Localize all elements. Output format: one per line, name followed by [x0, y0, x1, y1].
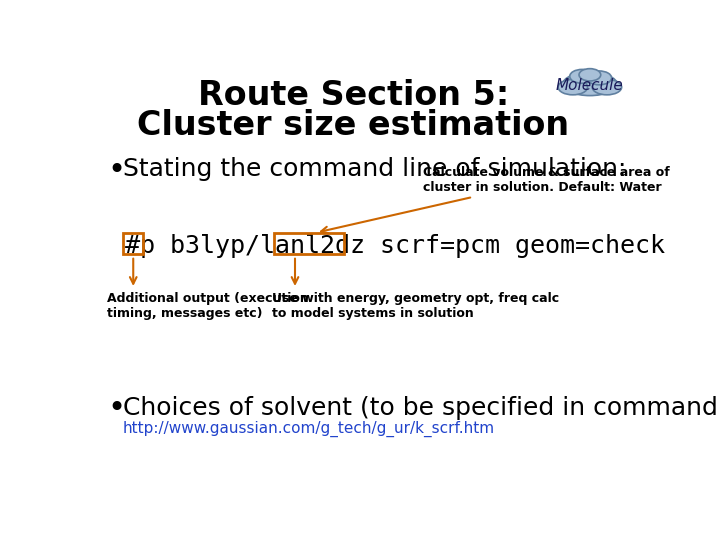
Text: Stating the command line of simulation:: Stating the command line of simulation: [122, 157, 626, 181]
Ellipse shape [593, 79, 621, 95]
Text: Route Section 5:: Route Section 5: [198, 79, 509, 112]
Text: •: • [107, 156, 125, 185]
Text: http://www.gaussian.com/g_tech/g_ur/k_scrf.htm: http://www.gaussian.com/g_tech/g_ur/k_sc… [122, 421, 495, 437]
Text: #p b3lyp/lanl2dz scrf=pcm geom=check: #p b3lyp/lanl2dz scrf=pcm geom=check [125, 234, 665, 258]
Text: Cluster size estimation: Cluster size estimation [138, 110, 570, 143]
Ellipse shape [563, 72, 617, 96]
Ellipse shape [570, 70, 595, 83]
Text: •: • [107, 394, 125, 423]
Text: Molecule: Molecule [556, 78, 624, 93]
Text: Choices of solvent (to be specified in command line):: Choices of solvent (to be specified in c… [122, 396, 720, 420]
Ellipse shape [587, 71, 611, 85]
Text: Additional output (execution
timing, messages etc): Additional output (execution timing, mes… [107, 292, 309, 320]
Ellipse shape [579, 69, 600, 81]
Ellipse shape [558, 79, 588, 95]
Text: Calculate volume & surface area of
cluster in solution. Default: Water: Calculate volume & surface area of clust… [321, 166, 670, 233]
Text: Use with energy, geometry opt, freq calc
to model systems in solution: Use with energy, geometry opt, freq calc… [272, 292, 559, 320]
